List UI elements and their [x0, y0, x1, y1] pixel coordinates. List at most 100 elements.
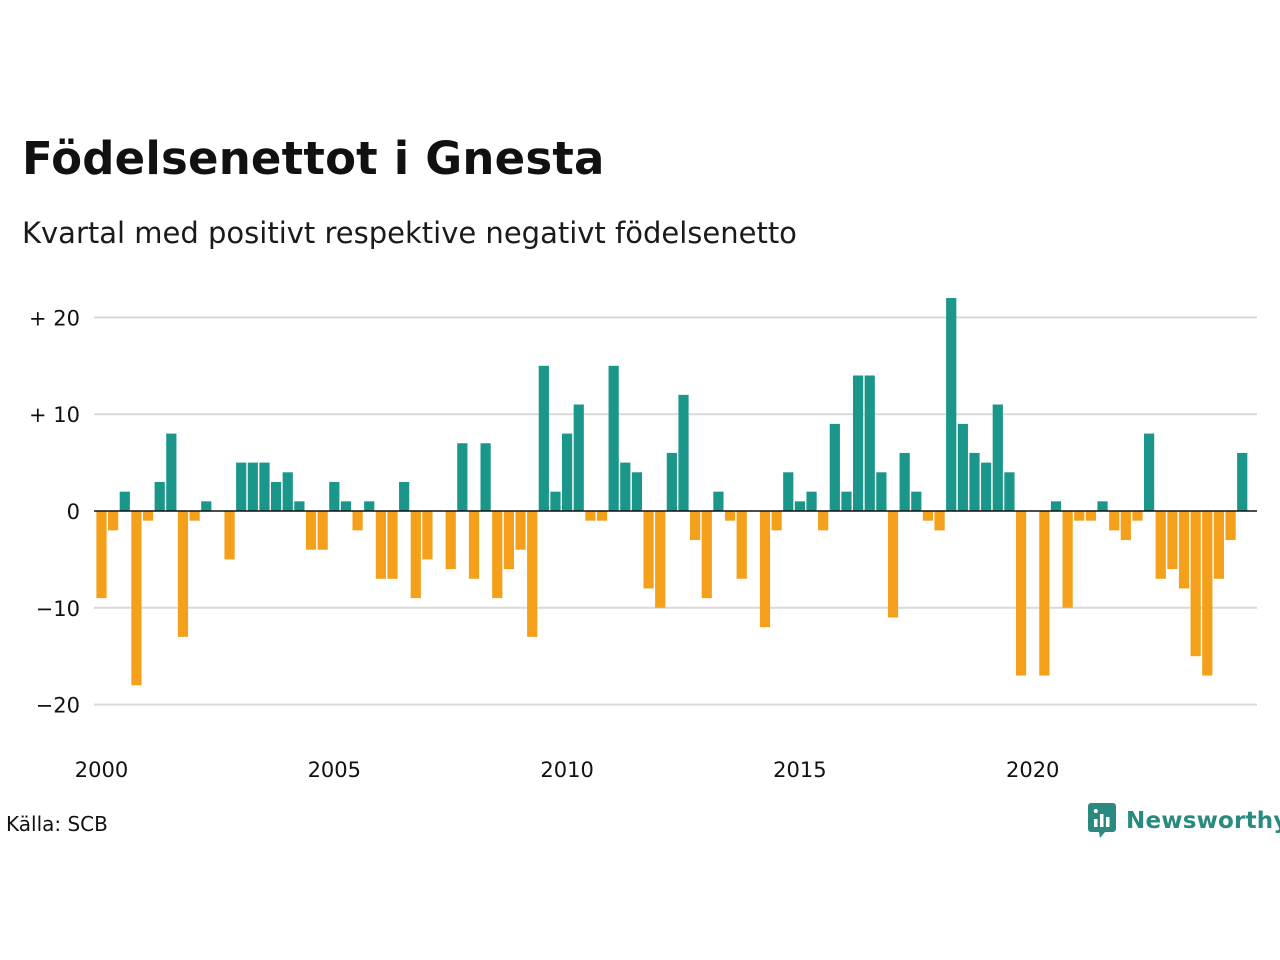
bar	[364, 501, 375, 511]
bar	[829, 423, 840, 511]
chart-subtitle: Kvartal med positivt respektive negativt…	[22, 216, 797, 250]
bar	[922, 511, 934, 521]
bar	[655, 511, 666, 608]
bar	[1109, 511, 1120, 531]
bar	[794, 501, 805, 511]
bar-chart-bubble-icon	[1088, 803, 1116, 838]
bar	[515, 511, 526, 550]
bar	[247, 462, 258, 511]
bar	[992, 404, 1003, 511]
chart-title: Födelsenettot i Gnesta	[22, 132, 605, 185]
bar	[259, 462, 270, 511]
bar	[736, 511, 747, 579]
bar	[166, 433, 177, 511]
bar	[108, 511, 119, 531]
bar	[527, 511, 538, 637]
bar	[666, 452, 677, 511]
bar	[573, 404, 584, 511]
bar	[282, 472, 293, 511]
bar	[806, 491, 817, 511]
bar	[562, 433, 573, 511]
bar	[387, 511, 398, 579]
bar	[934, 511, 945, 531]
bar	[1202, 511, 1213, 676]
bar	[818, 511, 829, 531]
bar	[1132, 511, 1143, 521]
bar	[1039, 511, 1050, 676]
bar	[1097, 501, 1108, 511]
bar	[876, 472, 887, 511]
bar	[864, 375, 875, 511]
bar	[946, 298, 957, 511]
bar	[236, 462, 247, 511]
bars	[96, 298, 1248, 686]
bar	[457, 443, 468, 511]
bar	[131, 511, 142, 686]
newsworthy-logo: Newsworthy	[1088, 803, 1280, 839]
bar	[410, 511, 421, 599]
bar	[96, 511, 107, 599]
bar	[445, 511, 456, 570]
x-tick-label: 2000	[75, 758, 128, 782]
x-tick-label: 2005	[308, 758, 361, 782]
bar	[480, 443, 491, 511]
bar	[317, 511, 328, 550]
bar	[911, 491, 922, 511]
bar	[119, 491, 130, 511]
x-tick-label: 2020	[1006, 758, 1059, 782]
bar	[1120, 511, 1131, 541]
bar	[492, 511, 503, 599]
bar	[503, 511, 514, 570]
y-tick-label: + 20	[29, 306, 80, 330]
bar	[340, 501, 352, 511]
bar	[841, 491, 852, 511]
bar	[375, 511, 386, 579]
bar	[1178, 511, 1190, 589]
bar	[678, 394, 689, 511]
bar	[1015, 511, 1027, 676]
bar	[305, 511, 317, 550]
bar	[422, 511, 433, 560]
y-tick-label: 0	[67, 500, 80, 524]
bar	[887, 511, 899, 618]
bar	[142, 511, 154, 521]
x-tick-label: 2015	[773, 758, 826, 782]
bar	[1190, 511, 1201, 657]
bar	[1074, 511, 1085, 521]
bar	[596, 511, 608, 521]
bar	[201, 501, 212, 511]
source-note: Källa: SCB	[6, 812, 108, 836]
bar	[608, 365, 619, 511]
bar	[771, 511, 782, 531]
x-tick-label: 2010	[540, 758, 593, 782]
brand-name: Newsworthy	[1126, 808, 1280, 834]
bar	[538, 365, 549, 511]
bar	[1062, 511, 1073, 608]
bar	[1004, 472, 1015, 511]
bar	[1050, 501, 1062, 511]
bar	[177, 511, 189, 637]
bar	[329, 481, 340, 511]
bar	[899, 452, 910, 511]
bar	[701, 511, 712, 599]
bar	[399, 481, 410, 511]
bar	[154, 481, 165, 511]
bar	[1144, 433, 1155, 511]
bar	[352, 511, 363, 531]
bar	[957, 423, 968, 511]
bar	[981, 462, 992, 511]
bar	[631, 472, 643, 511]
bar	[224, 511, 235, 560]
bar	[1225, 511, 1236, 541]
bar	[620, 462, 631, 511]
bar	[1237, 452, 1248, 511]
y-tick-label: + 10	[29, 403, 80, 427]
bar	[853, 375, 864, 511]
bar	[585, 511, 596, 521]
bar	[643, 511, 654, 589]
bar	[690, 511, 701, 541]
bar	[1213, 511, 1225, 579]
bar	[294, 501, 305, 511]
bar	[1167, 511, 1178, 570]
bar	[969, 452, 980, 511]
